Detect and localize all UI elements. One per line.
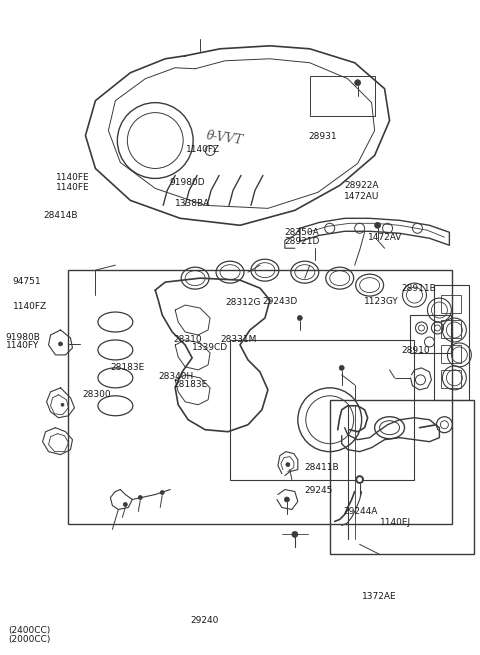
Text: 28921D: 28921D [284, 237, 319, 246]
Text: 91980B: 91980B [5, 333, 40, 342]
Text: 28310: 28310 [173, 335, 202, 344]
Bar [310, 76, 374, 116]
Text: 1140FZ: 1140FZ [186, 145, 220, 155]
Circle shape [160, 491, 164, 495]
Text: 29245: 29245 [305, 486, 333, 495]
Text: θ-VVT: θ-VVT [206, 130, 244, 147]
Circle shape [355, 80, 360, 86]
Text: 91980D: 91980D [169, 178, 205, 187]
Text: 29240: 29240 [190, 616, 218, 625]
Text: 28183E: 28183E [111, 364, 145, 373]
Text: 1338BA: 1338BA [175, 199, 211, 208]
Text: 1140FE: 1140FE [56, 173, 89, 182]
Bar [69, 270, 452, 525]
Text: 1140FE: 1140FE [56, 183, 89, 191]
Text: 1472AV: 1472AV [368, 233, 403, 242]
Text: (2000CC): (2000CC) [8, 635, 50, 644]
Text: 1339CD: 1339CD [192, 343, 228, 352]
Text: 28312G: 28312G [226, 298, 261, 307]
Bar [442, 295, 461, 313]
Text: 1372AE: 1372AE [362, 592, 396, 601]
Circle shape [374, 222, 381, 229]
Text: 1472AU: 1472AU [344, 193, 380, 201]
Circle shape [356, 476, 364, 483]
Text: 28411B: 28411B [305, 464, 339, 472]
Text: 28414B: 28414B [44, 211, 78, 219]
Text: 1140FY: 1140FY [5, 341, 39, 350]
Bar [442, 345, 461, 363]
Bar [442, 320, 461, 338]
Text: 29244A: 29244A [343, 507, 377, 516]
Circle shape [297, 316, 302, 320]
Text: 1140FZ: 1140FZ [12, 302, 47, 311]
Circle shape [284, 497, 289, 502]
Text: 28911B: 28911B [402, 284, 436, 293]
Text: 1140EJ: 1140EJ [380, 517, 411, 527]
Bar [434, 285, 469, 400]
Circle shape [286, 462, 290, 466]
Text: 28931: 28931 [308, 132, 336, 141]
Circle shape [138, 496, 142, 500]
Circle shape [59, 342, 62, 346]
Bar [230, 340, 415, 479]
Bar [442, 370, 461, 388]
Text: (2400CC): (2400CC) [8, 626, 50, 635]
Circle shape [358, 477, 361, 481]
Text: 28340H: 28340H [158, 372, 194, 381]
Text: 1123GY: 1123GY [363, 297, 398, 306]
Circle shape [339, 365, 344, 370]
Text: 29243D: 29243D [262, 297, 297, 306]
Circle shape [61, 403, 64, 406]
Circle shape [123, 502, 127, 506]
Text: 28183E: 28183E [173, 381, 207, 390]
Bar [409, 315, 451, 353]
Text: 28910: 28910 [402, 346, 431, 355]
Text: 28350A: 28350A [284, 228, 319, 236]
Bar [330, 400, 474, 554]
Text: 28331M: 28331M [221, 335, 257, 344]
Text: 94751: 94751 [12, 277, 41, 286]
Text: 28922A: 28922A [344, 181, 379, 190]
Circle shape [292, 531, 298, 537]
Text: 28300: 28300 [82, 390, 111, 399]
